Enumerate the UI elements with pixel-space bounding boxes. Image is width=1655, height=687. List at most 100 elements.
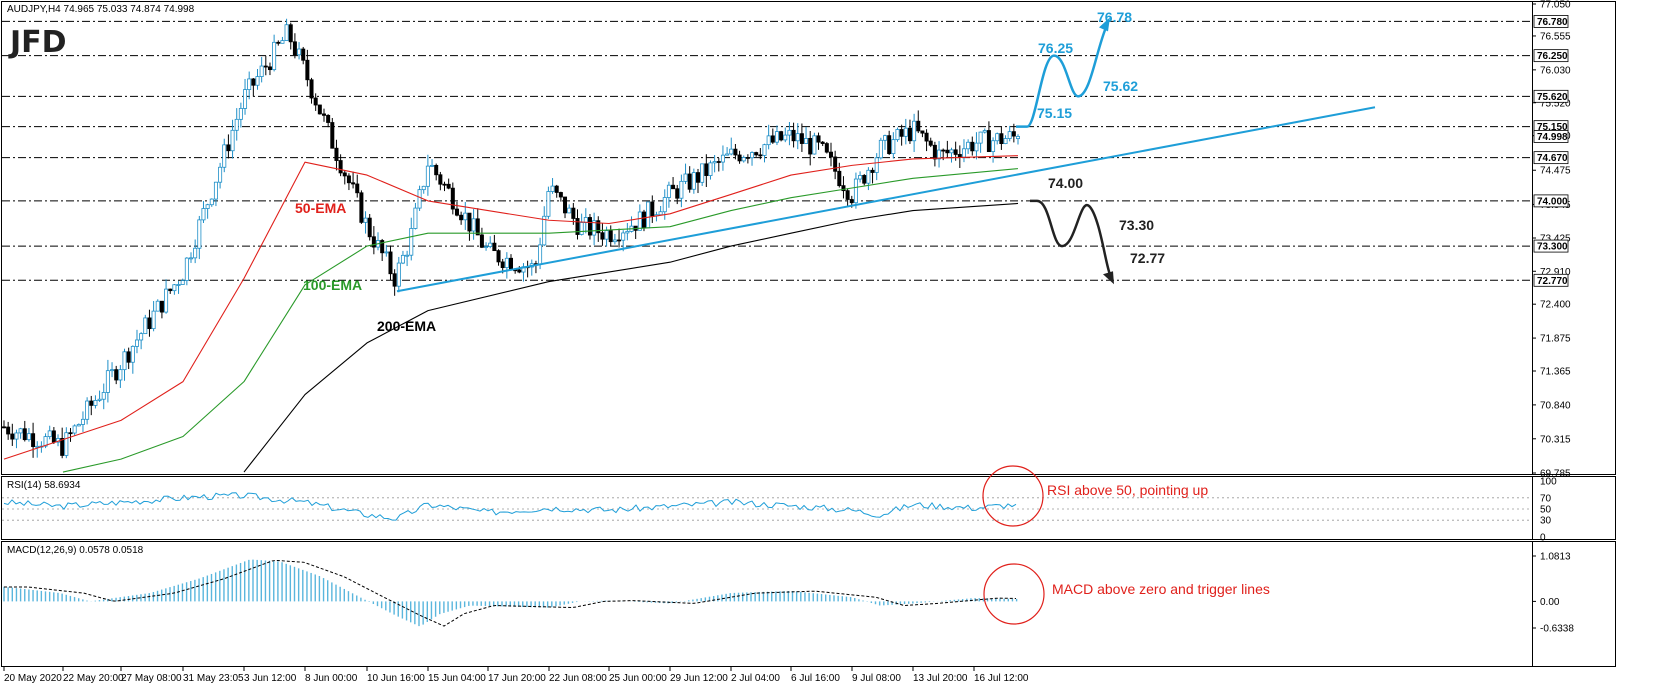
candle-body xyxy=(621,232,626,241)
candle-body xyxy=(982,130,987,133)
candle-body xyxy=(251,78,256,86)
candle-body xyxy=(762,144,767,156)
candle-body xyxy=(321,113,326,116)
price-level-box xyxy=(1533,15,1569,28)
candle-body xyxy=(118,369,123,381)
candle-body xyxy=(234,118,239,131)
candle-body xyxy=(671,184,676,190)
candle-body xyxy=(338,160,343,174)
candle-body xyxy=(18,428,23,434)
candle-body xyxy=(907,127,912,142)
candle-body xyxy=(587,217,592,236)
candle-body xyxy=(147,317,152,330)
candle-body xyxy=(47,430,52,438)
candle-body xyxy=(139,333,144,341)
candle-body xyxy=(508,257,513,271)
time-tick-label: 13 Jul 20:00 xyxy=(913,673,968,684)
candle-body xyxy=(496,250,501,263)
price-tick-label: 72.910 xyxy=(1540,267,1571,278)
candle-body xyxy=(76,424,81,427)
candle-body xyxy=(995,133,1000,142)
candle-body xyxy=(405,254,410,257)
price-tick-label: 70.840 xyxy=(1540,400,1571,411)
candle-body xyxy=(184,257,189,281)
macd-panel-header: MACD(12,26,9) 0.0578 0.0518 xyxy=(7,545,144,556)
candle-body xyxy=(745,157,750,159)
rsi-highlight-circle xyxy=(982,465,1044,527)
candle-body xyxy=(870,169,875,173)
price-tick-label: 73.425 xyxy=(1540,234,1571,245)
candle-body xyxy=(949,149,954,154)
candle-body xyxy=(733,148,738,156)
candle-body xyxy=(766,135,771,146)
candle-body xyxy=(563,196,568,214)
candle-body xyxy=(60,438,65,456)
candle-body xyxy=(849,199,854,204)
candle-body xyxy=(193,247,198,259)
price-panel-header: AUDJPY,H4 74.965 75.033 74.874 74.998 xyxy=(7,4,195,15)
candle-body xyxy=(874,157,879,173)
candle-body xyxy=(326,114,331,123)
candle-body xyxy=(143,317,148,335)
candle-body xyxy=(625,231,630,234)
candle-body xyxy=(305,59,310,81)
candle-body xyxy=(941,149,946,152)
candle-body xyxy=(467,212,472,232)
candle-body xyxy=(837,170,842,187)
candle-body xyxy=(126,351,131,363)
candle-body xyxy=(189,257,194,260)
candle-body xyxy=(93,400,98,406)
time-tick-label: 6 Jul 16:00 xyxy=(791,673,840,684)
price-level-label: 74.000 xyxy=(1537,196,1568,207)
rsi-line xyxy=(3,492,1017,521)
candle-body xyxy=(288,24,293,43)
price-level-label: 75.150 xyxy=(1537,122,1568,133)
candle-body xyxy=(101,392,106,400)
price-tick-label: 71.365 xyxy=(1540,367,1571,378)
price-level-box xyxy=(1533,194,1569,208)
candle-body xyxy=(646,201,651,229)
candle-body xyxy=(267,66,272,71)
candle-body xyxy=(172,284,177,292)
macd-signal-line xyxy=(4,559,1017,627)
candle-body xyxy=(442,183,447,186)
price-level-label: 74.670 xyxy=(1537,153,1568,164)
candle-body xyxy=(218,166,223,183)
candle-body xyxy=(650,201,655,217)
candle-body xyxy=(35,445,40,448)
candle-body xyxy=(804,137,809,144)
candle-body xyxy=(725,153,730,156)
candle-body xyxy=(85,400,90,420)
candle-body xyxy=(750,152,755,159)
candle-body xyxy=(538,244,543,265)
candle-body xyxy=(966,141,971,150)
time-tick-label: 17 Jun 20:00 xyxy=(488,673,546,684)
time-tick-label: 22 May 20:00 xyxy=(63,673,124,684)
candle-body xyxy=(6,426,11,435)
candle-body xyxy=(691,172,696,190)
candle-body xyxy=(371,236,376,248)
candle-body xyxy=(558,192,563,198)
bear-arrow-head xyxy=(1103,271,1114,285)
candle-body xyxy=(729,148,734,155)
price-level-box xyxy=(1533,89,1569,103)
candle-body xyxy=(155,300,160,312)
candle-body xyxy=(72,425,77,434)
candle-body xyxy=(883,135,888,141)
candle-body xyxy=(459,214,464,221)
candle-body xyxy=(380,240,385,254)
candle-body xyxy=(134,339,139,347)
candle-body xyxy=(641,211,646,229)
candle-body xyxy=(957,154,962,158)
ema100-line xyxy=(62,168,1019,473)
price-tick-label: 69.785 xyxy=(1540,469,1571,480)
candle-body xyxy=(916,120,921,132)
candle-body xyxy=(575,218,580,235)
candle-body xyxy=(392,273,397,287)
candle-body xyxy=(159,300,164,313)
rsi-tick-label: 70 xyxy=(1540,493,1552,504)
candle-body xyxy=(10,433,15,440)
candle-body xyxy=(43,436,48,447)
ema100-label: 100-EMA xyxy=(303,277,362,293)
candle-body xyxy=(31,433,36,447)
